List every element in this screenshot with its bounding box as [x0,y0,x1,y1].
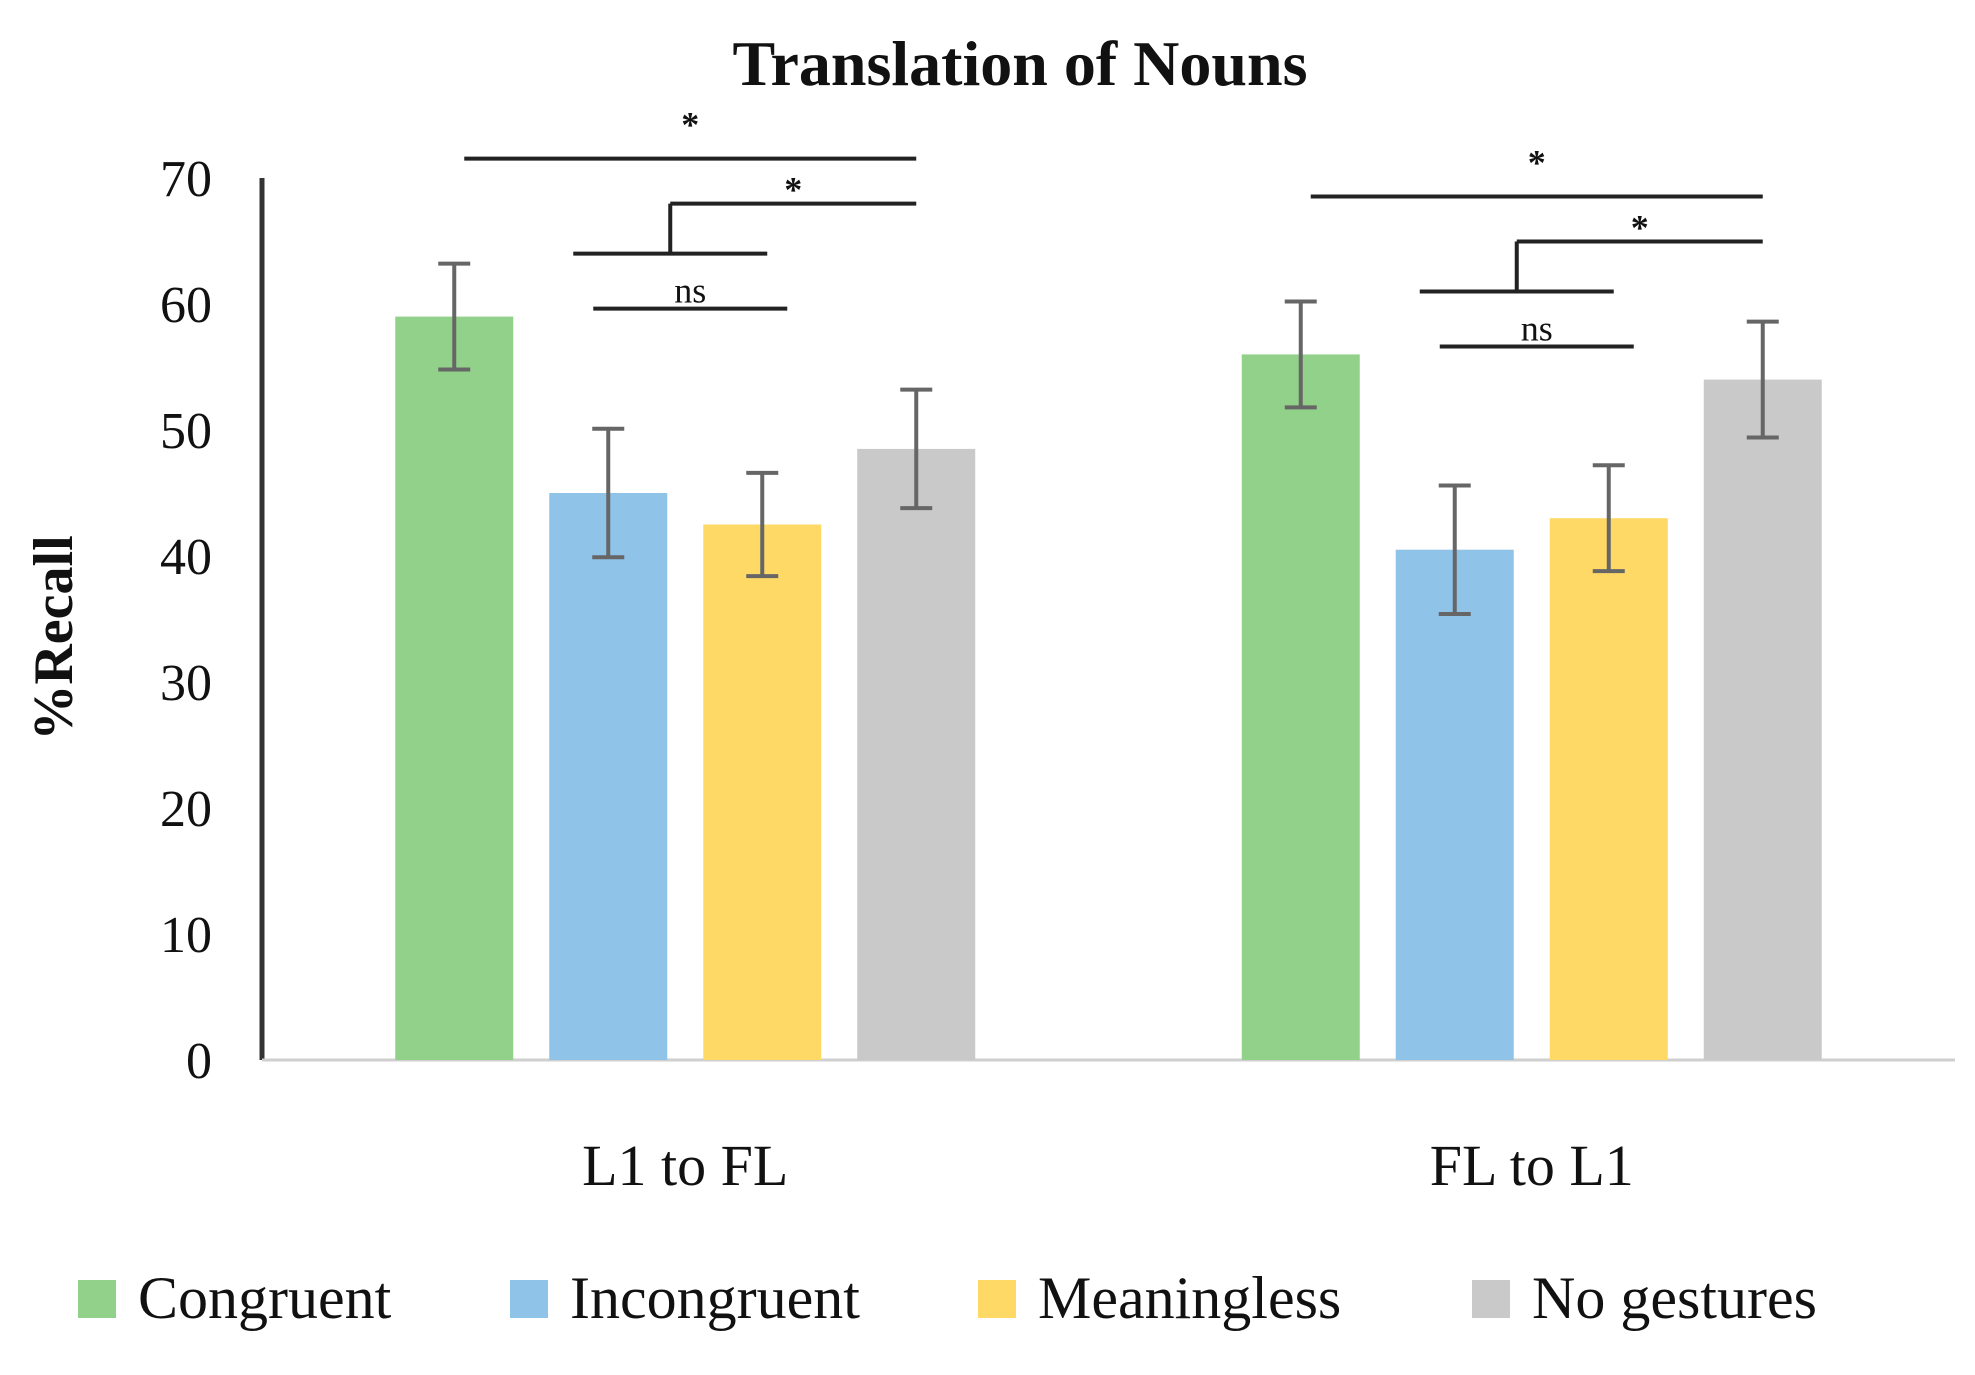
y-tick-label: 10 [160,907,212,964]
y-tick-label: 50 [160,403,212,460]
bar [857,448,976,1060]
x-tick-label: L1 to FL [582,1133,788,1198]
significance-label: * [681,105,699,145]
chart-title: Translation of Nouns [733,28,1308,99]
significance-label: ns [1521,308,1553,348]
y-tick-label: 60 [160,277,212,334]
y-tick-label: 20 [160,781,212,838]
significance-label: * [1528,142,1546,182]
bar [1395,549,1514,1060]
significance-label: * [784,170,802,210]
significance-label: * [1631,207,1649,247]
bar [395,316,514,1061]
y-tick-label: 70 [160,151,212,208]
legend-label: Congruent [138,1265,392,1331]
bar [703,524,822,1060]
bar [1549,518,1668,1060]
legend-label: Incongruent [570,1265,860,1331]
legend-swatch [1472,1280,1510,1318]
bar [549,493,668,1060]
legend: Congruent Incongruent Meaningless No gestur… [78,1265,1817,1331]
legend-label: No gestures [1532,1265,1817,1331]
legend-swatch [78,1280,116,1318]
y-axis-label: %Recall [23,535,85,740]
y-tick-label: 30 [160,655,212,712]
legend-swatch [510,1280,548,1318]
bar [1703,379,1822,1061]
plot-area: 0 10 20 30 40 50 60 70 L1 to FL FL to L1 * * ns * * ns [160,105,1955,1198]
y-tick-label: 40 [160,529,212,586]
bar [1241,354,1360,1060]
significance-label: ns [674,271,706,311]
legend-swatch [978,1280,1016,1318]
x-tick-label: FL to L1 [1430,1133,1634,1198]
legend-label: Meaningless [1038,1265,1341,1331]
y-tick-label: 0 [186,1033,212,1090]
